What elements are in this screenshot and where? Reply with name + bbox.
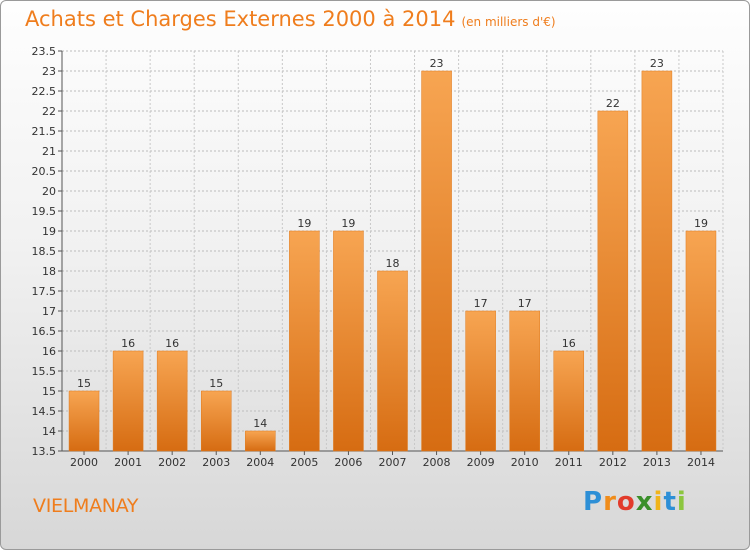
bar-2001 [112,350,144,452]
bar-2012 [597,110,629,452]
bar-2004 [245,430,276,452]
bar-2002 [156,350,188,452]
x-tick-label-2004: 2004 [246,456,274,469]
bar-2010 [509,310,540,452]
value-label-2002: 16 [165,337,179,350]
bars [68,70,717,452]
x-tick-label-2003: 2003 [202,456,230,469]
y-tick-label: 22.5 [32,85,57,98]
labels: 13.5 14 14.5 15 15.5 16 16.5 17 17.5 18 18.5 19 19.5… [32,45,715,469]
value-label-2011: 16 [562,337,576,350]
y-tick-label: 16 [42,345,56,358]
bar-2003 [200,390,232,452]
bar-2000 [68,390,100,452]
bar-2013 [641,70,673,452]
y-tick-label: 23.5 [32,45,57,58]
x-tick-label-2002: 2002 [158,456,186,469]
y-tick-label: 21.5 [32,125,57,138]
bar-2011 [553,350,585,452]
chart-title-text: Achats et Charges Externes 2000 à 2014 [25,7,456,31]
y-tick-label: 20.5 [32,165,57,178]
x-tick-label-2014: 2014 [687,456,715,469]
value-label-2009: 17 [474,297,488,310]
commune-name: VIELMANAY [33,495,139,517]
y-tick-label: 14 [42,425,56,438]
value-label-2004: 14 [253,417,267,430]
y-tick-label: 14.5 [32,405,57,418]
y-tick-label: 16.5 [32,325,57,338]
value-label-2003: 15 [209,377,223,390]
bar-2008 [421,70,452,452]
x-tick-label-2001: 2001 [114,456,142,469]
x-tick-label-2011: 2011 [555,456,583,469]
y-tick-label: 20 [42,185,56,198]
x-tick-label-2013: 2013 [643,456,671,469]
chart-subtitle: (en milliers d'€) [461,15,556,29]
x-tick-label-2005: 2005 [290,456,318,469]
y-tick-label: 17.5 [32,285,57,298]
x-tick-label-2000: 2000 [70,456,98,469]
x-tick-label-2010: 2010 [511,456,539,469]
bar-2005 [289,230,320,452]
value-label-2008: 23 [430,57,444,70]
bar-2014 [685,230,717,452]
value-label-2010: 17 [518,297,532,310]
value-label-2014: 19 [694,217,708,230]
y-tick-label: 18 [42,265,56,278]
x-tick-label-2006: 2006 [334,456,362,469]
y-tick-label: 21 [42,145,56,158]
y-tick-label: 15 [42,385,56,398]
x-tick-label-2007: 2007 [379,456,407,469]
y-tick-label: 17 [42,305,56,318]
value-label-2006: 19 [341,217,355,230]
y-tick-label: 18.5 [32,245,57,258]
bar-2009 [465,310,496,452]
value-label-2013: 23 [650,57,664,70]
y-tick-label: 13.5 [32,445,57,458]
x-tick-label-2012: 2012 [599,456,627,469]
value-label-2001: 16 [121,337,135,350]
y-tick-label: 23 [42,65,56,78]
x-tick-label-2008: 2008 [423,456,451,469]
y-tick-label: 19.5 [32,205,57,218]
y-tick-label: 15.5 [32,365,57,378]
value-label-2005: 19 [297,217,311,230]
value-label-2007: 18 [386,257,400,270]
bar-2006 [333,230,364,452]
value-label-2000: 15 [77,377,91,390]
y-tick-label: 22 [42,105,56,118]
chart-title: Achats et Charges Externes 2000 à 2014 (e… [25,7,556,31]
y-tick-label: 19 [42,225,56,238]
x-tick-label-2009: 2009 [467,456,495,469]
bar-2007 [377,270,408,452]
value-label-2012: 22 [606,97,620,110]
proxiti-logo: Proxiti [583,487,687,517]
